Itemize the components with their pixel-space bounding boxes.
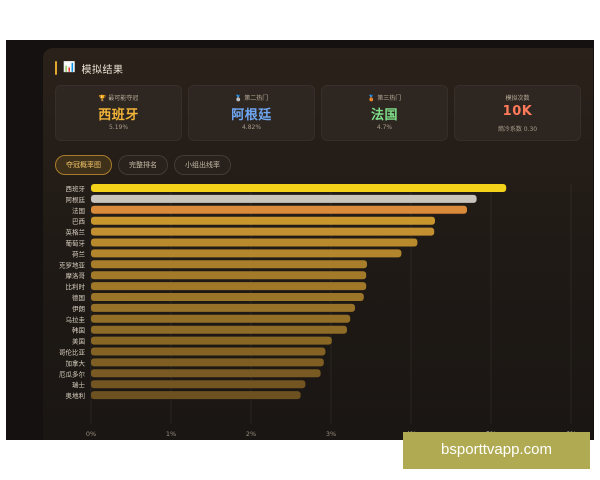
- card-team-name: 法国: [370, 108, 398, 123]
- category-label: 法国: [72, 206, 85, 215]
- card-team-name: 西班牙: [98, 108, 139, 123]
- card-probability: 4.7%: [376, 124, 393, 131]
- card-label: 🥈 第二热门: [234, 95, 269, 102]
- category-label: 比利时: [66, 282, 86, 291]
- category-label: 美国: [72, 337, 85, 346]
- category-label: 葡萄牙: [66, 239, 86, 248]
- simulation-count: 10K: [502, 104, 533, 119]
- chart-icon: 📊: [63, 62, 76, 73]
- category-label: 厄瓜多尔: [59, 369, 86, 378]
- bar-加拿大[interactable]: [91, 358, 324, 367]
- card-label: 模拟次数: [505, 95, 530, 102]
- bar-厄瓜多尔[interactable]: [91, 369, 321, 378]
- tab-champion-probability[interactable]: 夺冠概率图: [55, 155, 112, 175]
- card-champion: 🏆 最可能夺冠 西班牙 5.19%: [55, 85, 182, 141]
- category-label: 西班牙: [66, 184, 86, 193]
- bar-西班牙[interactable]: [91, 184, 507, 192]
- bronze-medal-icon: 🥉: [367, 95, 376, 102]
- bar-英格兰[interactable]: [91, 227, 435, 236]
- bar-哥伦比亚[interactable]: [91, 347, 326, 356]
- category-label: 摩洛哥: [66, 271, 86, 280]
- category-label: 巴西: [72, 218, 86, 226]
- category-label: 德国: [72, 293, 85, 302]
- bar-乌拉圭[interactable]: [91, 314, 351, 323]
- card-label: 🥉 第三热门: [367, 95, 402, 102]
- category-label: 瑞士: [72, 380, 86, 389]
- card-third: 🥉 第三热门 法国 4.7%: [321, 85, 448, 141]
- x-tick-label: 1%: [166, 430, 176, 438]
- card-probability: 4.82%: [241, 124, 262, 131]
- x-tick-label: 3%: [326, 430, 336, 438]
- category-label: 英格兰: [66, 228, 86, 237]
- bar-阿根廷[interactable]: [91, 194, 477, 203]
- category-label: 韩国: [72, 326, 85, 335]
- x-tick-label: 0%: [86, 430, 96, 438]
- bar-摩洛哥[interactable]: [91, 271, 367, 280]
- category-label: 荷兰: [72, 249, 86, 258]
- app-frame: 📊 模拟结果 🏆 最可能夺冠 西班牙 5.19% 🥈 第二热门 阿根廷 4.82…: [6, 40, 594, 440]
- view-tabs: 夺冠概率图 完整排名 小组出线率: [55, 155, 231, 175]
- bar-瑞士[interactable]: [91, 380, 306, 389]
- silver-medal-icon: 🥈: [234, 95, 243, 102]
- tab-full-ranking[interactable]: 完整排名: [118, 155, 168, 175]
- entropy-coefficient: 熵冷系数 0.30: [497, 126, 538, 133]
- watermark-text: bsporttvapp.com: [441, 441, 552, 458]
- header-accent-bar: [55, 61, 57, 75]
- category-label: 伊朗: [72, 304, 85, 313]
- bar-巴西[interactable]: [91, 216, 435, 225]
- champion-probability-chart: 0%1%2%3%4%5%6%西班牙阿根廷法国巴西英格兰葡萄牙荷兰克罗地亚摩洛哥比…: [59, 184, 576, 438]
- bar-葡萄牙[interactable]: [91, 238, 418, 247]
- card-simulations: 模拟次数 10K 熵冷系数 0.30: [454, 85, 581, 141]
- card-second: 🥈 第二热门 阿根廷 4.82%: [188, 85, 315, 141]
- x-tick-label: 2%: [246, 430, 256, 438]
- panel-title: 模拟结果: [81, 64, 124, 76]
- bar-韩国[interactable]: [91, 325, 347, 334]
- category-label: 加拿大: [66, 358, 86, 367]
- bar-奥地利[interactable]: [91, 391, 301, 400]
- card-label: 🏆 最可能夺冠: [98, 95, 139, 102]
- bar-美国[interactable]: [91, 336, 332, 345]
- watermark: bsporttvapp.com: [403, 432, 590, 469]
- tab-group-qualification[interactable]: 小组出线率: [174, 155, 231, 175]
- category-label: 乌拉圭: [66, 315, 86, 324]
- panel-header: 📊 模拟结果: [55, 60, 123, 76]
- category-label: 哥伦比亚: [59, 348, 86, 357]
- bar-克罗地亚[interactable]: [91, 260, 367, 269]
- trophy-icon: 🏆: [98, 95, 107, 102]
- card-team-name: 阿根廷: [231, 108, 272, 123]
- category-label: 阿根廷: [66, 195, 86, 204]
- bar-德国[interactable]: [91, 293, 364, 301]
- bar-荷兰[interactable]: [91, 249, 402, 258]
- summary-cards: 🏆 最可能夺冠 西班牙 5.19% 🥈 第二热门 阿根廷 4.82% 🥉 第三热…: [55, 85, 581, 141]
- bar-法国[interactable]: [91, 205, 467, 214]
- bar-比利时[interactable]: [91, 282, 367, 291]
- category-label: 奥地利: [66, 391, 86, 400]
- card-probability: 5.19%: [108, 124, 129, 131]
- category-label: 克罗地亚: [59, 260, 86, 269]
- bar-伊朗[interactable]: [91, 303, 355, 312]
